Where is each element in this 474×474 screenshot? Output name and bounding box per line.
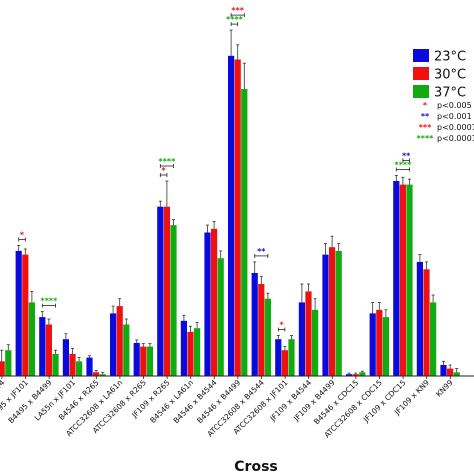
bar-1-4 [62,339,69,376]
bar-2-10 [211,228,218,376]
bar-2-7 [140,346,147,376]
bar-2-20 [447,368,454,376]
bar-1-7 [133,342,140,376]
bar-2-15 [329,247,336,376]
bar-1-14 [298,302,305,376]
bar-1-20 [440,365,447,376]
bar-1-12 [251,273,258,376]
bar-1-11 [228,55,235,377]
legend-swatch-2 [413,67,429,80]
bar-3-17 [382,317,389,376]
bar-3-9 [194,328,201,376]
sig-legend-label-1: p<0.005 [437,101,472,110]
sig-marker-4: **** [159,157,177,166]
bar-3-13 [288,339,295,376]
bar-2-9 [187,331,194,376]
bar-2-4 [69,353,76,376]
bar-3-4 [76,361,83,376]
bar-3-7 [146,346,153,376]
bar-2-1 [0,361,5,376]
bar-3-14 [312,309,319,376]
bar-1-18 [393,181,400,376]
legend-swatch-3 [413,85,429,98]
bar-3-15 [335,250,342,376]
x-tick-label-20: KN99 [434,378,455,399]
bar-1-15 [322,254,329,376]
legend-swatch-1 [413,49,429,62]
sig-marker-9: **** [395,160,413,169]
bar-1-2 [15,250,22,376]
legend-label-3: 37°C [434,86,466,101]
bar-1-6 [110,313,117,376]
bar-3-19 [430,302,437,376]
bar-3-20 [453,372,460,376]
bar-1-19 [416,261,423,376]
sig-legend-label-2: p<0.001 [437,112,472,121]
sig-marker-2: **** [41,297,59,306]
bar-2-12 [258,284,265,376]
legend: 23°C 30°C 37°C * p<0.005 ** p<0.001 *** p<0.0001… [413,49,474,143]
bar-2-11 [234,59,241,376]
sig-marker-1: * [20,230,25,239]
bar-2-5 [93,372,100,376]
sig-marker-5: **** [226,15,244,24]
legend-label-2: 30°C [434,68,466,83]
bar-1-16 [346,374,353,376]
bar-3-10 [217,258,224,376]
bar-3-5 [99,374,106,376]
sig-legend-marker-2: ** [421,112,430,121]
bar-1-17 [369,313,376,376]
sig-legend-marker-3: *** [419,123,432,132]
bar-2-14 [305,291,312,376]
sig-marker-7: ** [257,247,266,256]
sig-legend-marker-4: **** [417,134,435,143]
bar-3-8 [170,225,177,376]
bar-2-2 [22,254,29,376]
bar-1-8 [157,206,164,376]
bar-1-13 [275,339,282,376]
bar-1-10 [204,232,211,376]
bar-2-18 [399,184,406,376]
significance-brackets: ************************** [18,6,413,332]
bars-layer [0,29,460,377]
sig-marker-6: *** [231,6,244,15]
bar-2-17 [376,309,383,376]
bar-2-8 [163,206,170,376]
bar-3-1 [5,350,12,376]
bar-2-13 [281,350,288,376]
x-axis-label: Cross [234,459,277,474]
bar-3-16 [359,372,366,376]
bar-2-3 [45,324,52,376]
bar-2-19 [423,269,430,376]
bar-1-5 [86,357,93,376]
bar-3-3 [52,353,59,376]
bar-3-12 [264,298,271,376]
bar-3-6 [123,324,130,376]
bar-2-16 [352,374,359,376]
sig-legend-marker-1: * [423,101,428,110]
bar-1-9 [180,320,187,376]
bar-2-6 [116,306,123,376]
sig-marker-10: ** [402,151,411,160]
bar-3-11 [241,89,248,376]
sig-marker-8: * [280,321,285,330]
sig-legend-label-4: p<0.0001 [437,134,474,143]
legend-label-1: 23°C [434,50,466,65]
bar-3-2 [28,302,35,376]
bar-1-3 [39,317,46,376]
sig-marker-3: * [162,166,167,175]
sig-legend-label-3: p<0.0001 [437,123,474,132]
bar-3-18 [406,184,413,376]
